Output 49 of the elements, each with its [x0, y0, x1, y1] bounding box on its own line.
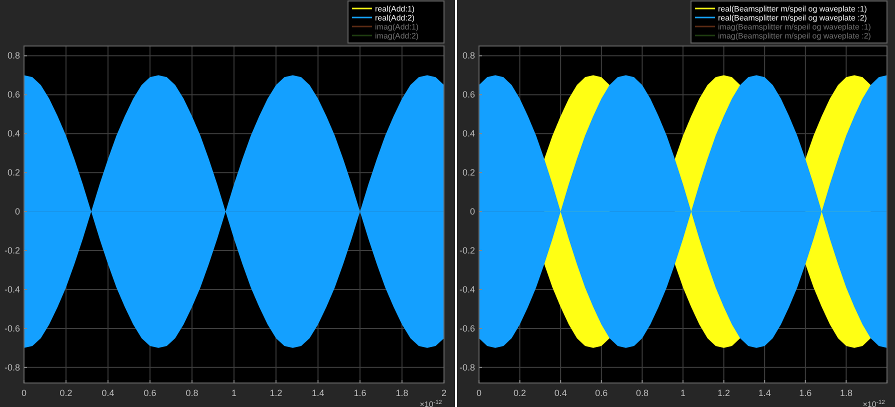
x-tick-label: 0.2	[514, 388, 526, 398]
y-tick-label: -0.8	[459, 362, 475, 372]
y-tick-label: -0.4	[4, 284, 20, 294]
y-tick-label: 0.6	[7, 90, 20, 100]
y-tick-label: -0.4	[459, 284, 475, 294]
x-tick-label: 1.4	[312, 388, 324, 398]
x-tick-label: 0.4	[102, 388, 114, 398]
x-tick-label: 1	[231, 388, 237, 398]
x-tick-label: 0.6	[144, 388, 156, 398]
x-tick-label: 1.6	[799, 388, 812, 398]
y-tick-label: 0.4	[462, 128, 475, 139]
y-tick-label: -0.2	[4, 246, 20, 256]
legend-label: imag(Add:1)	[375, 22, 419, 32]
x-tick-label: 1.8	[840, 388, 852, 398]
x-tick-label: 0.2	[60, 388, 72, 398]
legend-label: imag(Beamsplitter m/speil og waveplate :2)	[718, 32, 872, 40]
legend-label: real(Beamsplitter m/speil og waveplate :2)	[718, 14, 868, 22]
x-tick-label: 0	[476, 388, 482, 398]
y-tick-label: -0.2	[459, 246, 475, 256]
legend-label: imag(Add:2)	[375, 32, 419, 40]
y-tick-label: 0.8	[462, 50, 475, 61]
legend-label: imag(Beamsplitter m/speil og waveplate :1)	[718, 22, 872, 32]
y-tick-label: 0.6	[462, 90, 475, 100]
x-tick-label: 1.4	[758, 388, 771, 398]
y-tick-label: 0.2	[7, 168, 20, 178]
x-tick-label: 1.2	[718, 388, 730, 398]
x-tick-label: 0	[21, 388, 27, 398]
legend-label: real(Beamsplitter m/speil og waveplate :1)	[718, 4, 868, 14]
x-tick-label: 0.8	[636, 388, 648, 398]
text: ×10$^{-12}$	[420, 399, 443, 407]
y-tick-label: -0.8	[4, 362, 20, 372]
x-tick-label: 1.8	[396, 388, 408, 398]
x-tick-label: 0.4	[554, 388, 567, 398]
text: ×10$^{-12}$	[862, 399, 886, 407]
x-tick-label: 2	[441, 388, 447, 398]
legend-label: real(Add:1)	[375, 4, 415, 14]
y-tick-label: 0.2	[462, 168, 475, 178]
y-tick-label: -0.6	[4, 323, 20, 334]
x-tick-label: 1	[680, 388, 686, 398]
y-tick-label: 0	[470, 206, 475, 217]
x-tick-label: 1.6	[354, 388, 366, 398]
y-tick-label: 0.8	[7, 50, 20, 61]
legend-label: real(Add:2)	[375, 14, 415, 22]
x-tick-label: 1.2	[270, 388, 282, 398]
y-tick-label: 0	[14, 206, 20, 217]
y-tick-label: 0.4	[7, 128, 20, 139]
x-tick-label: 0.8	[186, 388, 198, 398]
y-tick-label: -0.6	[459, 323, 475, 334]
x-tick-label: 0.6	[595, 388, 608, 398]
